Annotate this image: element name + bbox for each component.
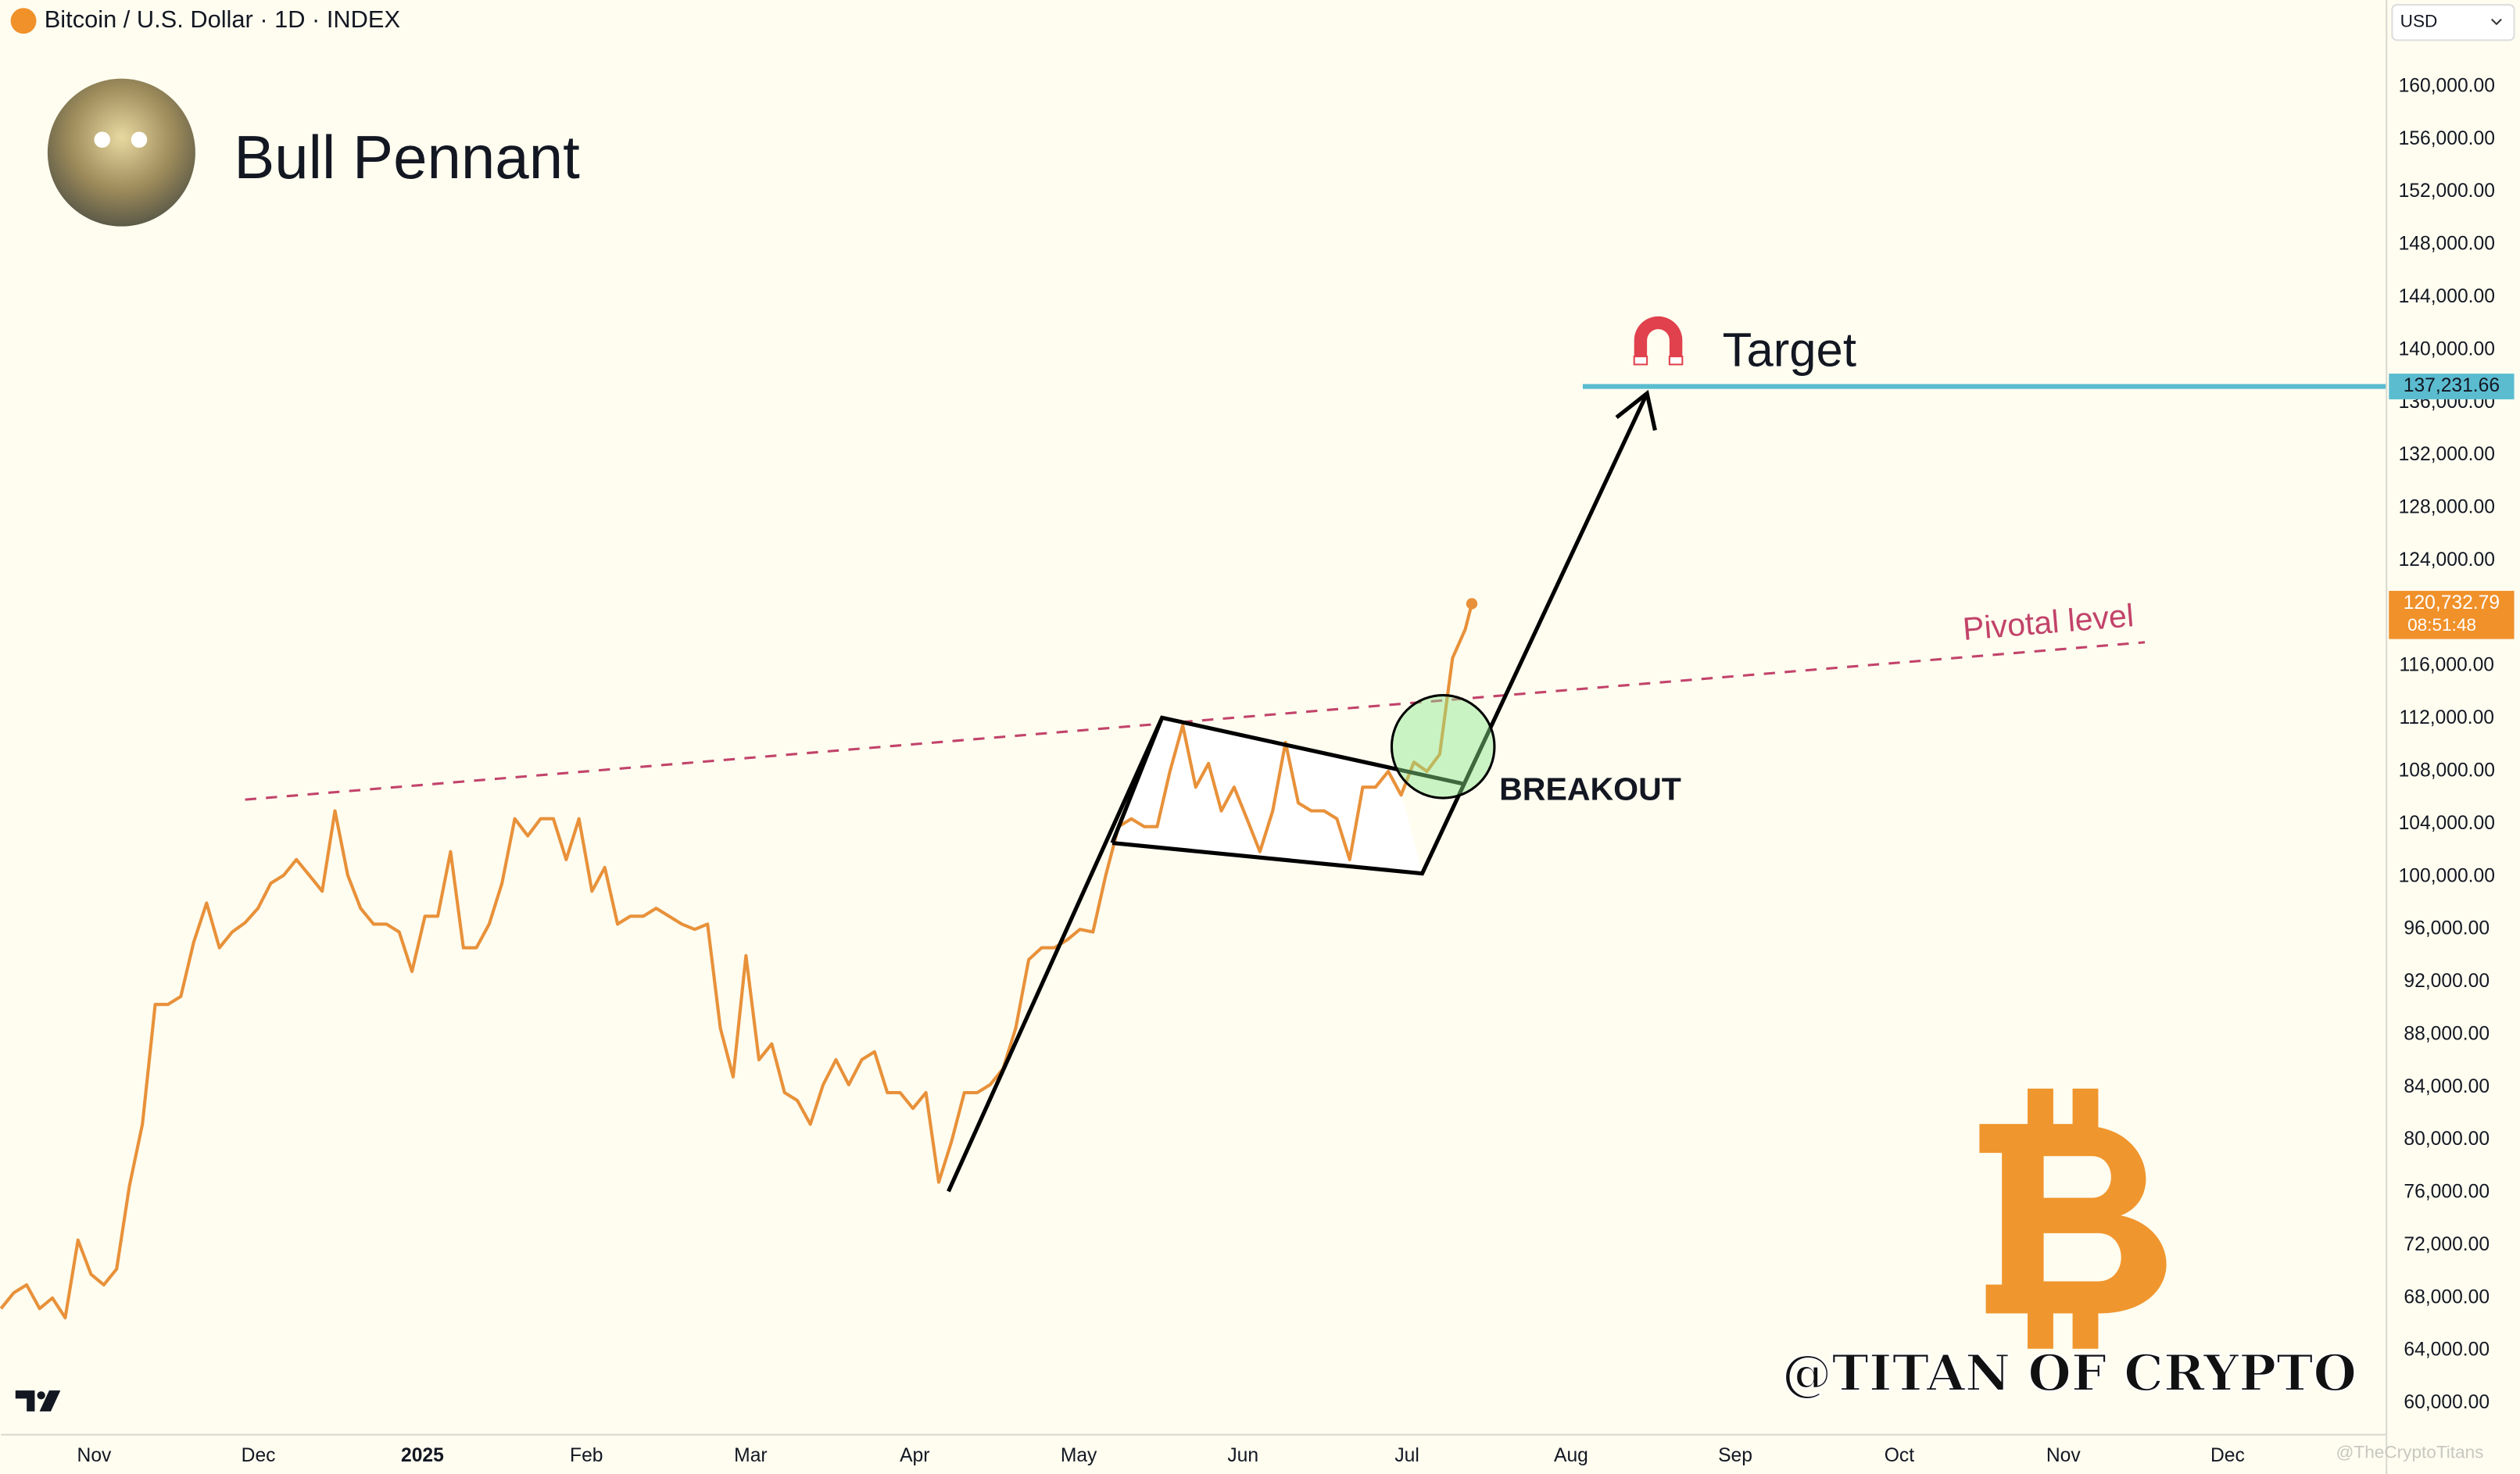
tv-mark bbox=[15, 1390, 61, 1411]
y-tick-label: 60,000.00 bbox=[2404, 1392, 2490, 1413]
symbol-icon bbox=[10, 8, 37, 34]
axes: 60,000.00 64,000.00 68,000.00 72,000.00 76,0… bbox=[77, 75, 2515, 1466]
target-price-label: 137,231.66 bbox=[2404, 375, 2500, 396]
header: Bitcoin / U.S. Dollar · 1D · INDEX bbox=[10, 5, 400, 34]
y-tick-label: 152,000.00 bbox=[2399, 181, 2495, 202]
target-price-box bbox=[2389, 374, 2515, 399]
y-tick-label: 132,000.00 bbox=[2399, 444, 2495, 465]
arrow-head bbox=[1615, 389, 1657, 431]
watermark: @TheCryptoTitans bbox=[2336, 1442, 2484, 1461]
y-tick-label: 104,000.00 bbox=[2399, 813, 2495, 834]
pivotal-line bbox=[245, 641, 2146, 801]
x-tick-label: May bbox=[1061, 1445, 1097, 1466]
symbol-title: Bitcoin / U.S. Dollar · 1D · INDEX bbox=[45, 5, 400, 33]
y-tick-label: 116,000.00 bbox=[2400, 655, 2495, 676]
avatar-eye bbox=[94, 131, 111, 148]
y-tick-label: 80,000.00 bbox=[2404, 1129, 2490, 1150]
y-tick-label: 88,000.00 bbox=[2404, 1023, 2490, 1044]
y-tick-label: 68,000.00 bbox=[2404, 1286, 2490, 1308]
x-tick-label: Nov bbox=[77, 1445, 112, 1466]
price-line bbox=[0, 603, 1473, 1320]
chevron[interactable] bbox=[2491, 18, 2502, 26]
x-tick-label: Aug bbox=[1554, 1445, 1588, 1466]
x-tick-label: Dec bbox=[2210, 1445, 2245, 1466]
x-tick-label: Feb bbox=[570, 1445, 603, 1466]
x-tick-label: Jul bbox=[1394, 1445, 1419, 1466]
avatar-eye bbox=[131, 131, 148, 148]
y-tick-label: 92,000.00 bbox=[2404, 971, 2490, 992]
plot bbox=[0, 384, 2386, 1320]
handle: @TITAN OF CRYPTO bbox=[1782, 1344, 2357, 1403]
x-tick-label: Jun bbox=[1227, 1445, 1258, 1466]
y-tick-label: 96,000.00 bbox=[2404, 918, 2490, 939]
x-tick-label: Mar bbox=[734, 1445, 767, 1466]
last-point bbox=[1466, 598, 1478, 610]
y-tick-label: 128,000.00 bbox=[2399, 497, 2495, 518]
chart-title: Bull Pennant bbox=[234, 123, 580, 191]
y-tick-label: 84,000.00 bbox=[2404, 1076, 2490, 1097]
target-label: Target bbox=[1723, 323, 1856, 377]
y-tick-label: 108,000.00 bbox=[2399, 760, 2495, 781]
y-tick-label: 72,000.00 bbox=[2404, 1234, 2490, 1255]
x-tick-label: Nov bbox=[2046, 1445, 2081, 1466]
y-tick-label: 124,000.00 bbox=[2399, 549, 2495, 571]
pennant-side bbox=[1110, 717, 1165, 844]
tv-logo bbox=[15, 1390, 61, 1411]
magnet-icon bbox=[1633, 316, 1684, 366]
y-tick-label: 64,000.00 bbox=[2404, 1340, 2490, 1361]
magnet-tip bbox=[1668, 356, 1684, 366]
magnet-tip bbox=[1633, 356, 1648, 366]
y-tick-label: 144,000.00 bbox=[2399, 286, 2495, 307]
bitcoin-logo bbox=[1979, 1088, 2167, 1349]
y-tick-label: 160,000.00 bbox=[2399, 75, 2495, 96]
currency-box[interactable] bbox=[2391, 4, 2515, 41]
y-tick-label: 140,000.00 bbox=[2399, 338, 2495, 360]
y-tick-label: 112,000.00 bbox=[2400, 707, 2495, 728]
x-tick-label: Dec bbox=[242, 1445, 276, 1466]
currency-label[interactable]: USD bbox=[2400, 12, 2438, 31]
x-tick-label: Sep bbox=[1718, 1445, 1752, 1466]
current-price-box bbox=[2389, 591, 2515, 639]
x-tick-label: 2025 bbox=[401, 1445, 444, 1466]
y-tick-label: 156,000.00 bbox=[2399, 128, 2495, 149]
y-tick-label: 76,000.00 bbox=[2404, 1182, 2490, 1203]
y-tick-label: 148,000.00 bbox=[2399, 234, 2495, 255]
currency-select[interactable]: USD bbox=[2391, 4, 2515, 41]
lower-and-arrow bbox=[1111, 392, 1649, 876]
avatar-circle bbox=[47, 78, 195, 227]
breakout-label: BREAKOUT bbox=[1499, 771, 1681, 807]
avatar bbox=[47, 78, 195, 227]
x-tick-label: Apr bbox=[900, 1445, 929, 1466]
y-tick-label: 100,000.00 bbox=[2399, 865, 2495, 886]
tv-dot bbox=[37, 1391, 45, 1400]
x-tick-label: Oct bbox=[1885, 1445, 1914, 1466]
breakout-circle bbox=[1390, 694, 1496, 800]
current-price-label: 120,732.79 bbox=[2404, 592, 2500, 614]
countdown-label: 08:51:48 bbox=[2407, 615, 2476, 635]
magnet bbox=[1634, 316, 1683, 357]
pennant-drawing bbox=[947, 389, 1657, 1193]
